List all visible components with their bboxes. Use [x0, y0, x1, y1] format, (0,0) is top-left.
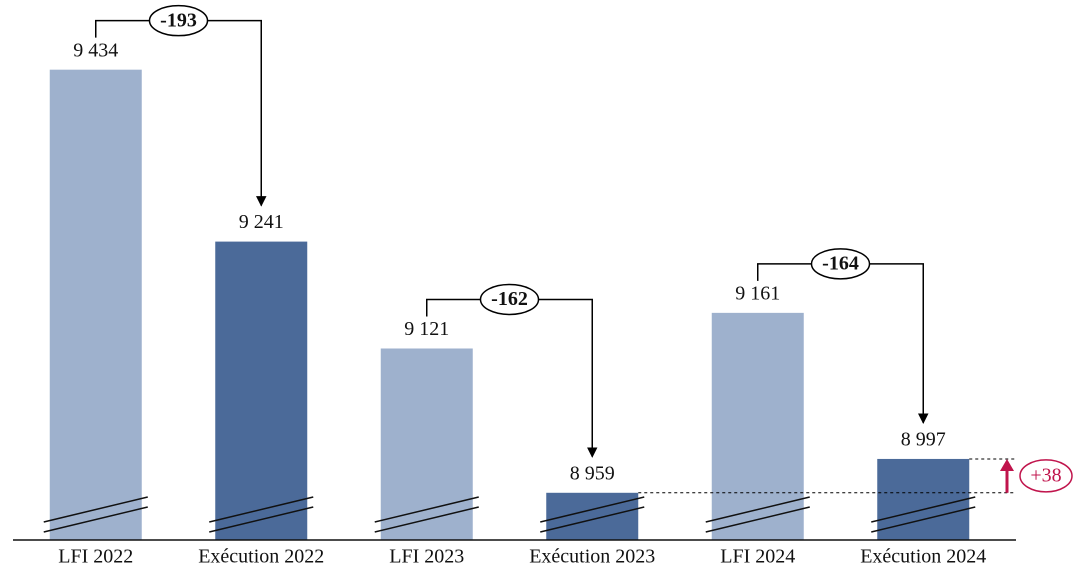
highlight-label: +38 [1030, 464, 1061, 486]
delta-bubble [479, 283, 540, 316]
value-label: 8 959 [570, 462, 615, 484]
value-label: 9 161 [735, 282, 780, 304]
delta-label: -162 [491, 288, 528, 310]
delta-bubble [148, 4, 209, 37]
x-tick-label: LFI 2022 [58, 546, 133, 568]
bar [546, 492, 639, 540]
axis-break [374, 496, 479, 523]
axis-break [540, 506, 645, 533]
x-tick-label: Exécution 2023 [529, 546, 655, 568]
highlight-arrowhead [1000, 458, 1014, 471]
x-tick-label: Exécution 2024 [860, 546, 986, 568]
value-label: 9 121 [404, 318, 449, 340]
axis-break [209, 496, 314, 523]
x-tick-label: Exécution 2022 [198, 546, 324, 568]
x-tick-label: LFI 2023 [389, 546, 464, 568]
delta-label: -164 [822, 252, 859, 274]
axis-break [43, 506, 148, 533]
axis-break [43, 496, 148, 523]
bar [711, 312, 804, 540]
value-label: 9 241 [239, 211, 284, 233]
axis-break [871, 496, 976, 523]
bar [49, 69, 142, 541]
axis-break [705, 506, 810, 533]
highlight-bubble [1019, 459, 1073, 493]
value-label: 9 434 [73, 39, 118, 61]
axis-break [705, 496, 810, 523]
axis-break [540, 496, 645, 523]
axis-break [209, 506, 314, 533]
value-label: 8 997 [901, 429, 946, 451]
axis-break [871, 506, 976, 533]
x-tick-label: LFI 2024 [720, 546, 795, 568]
delta-label: -193 [160, 9, 197, 31]
bar [380, 348, 473, 540]
axis-break [374, 506, 479, 533]
delta-bubble [810, 248, 871, 280]
bar [215, 241, 308, 541]
